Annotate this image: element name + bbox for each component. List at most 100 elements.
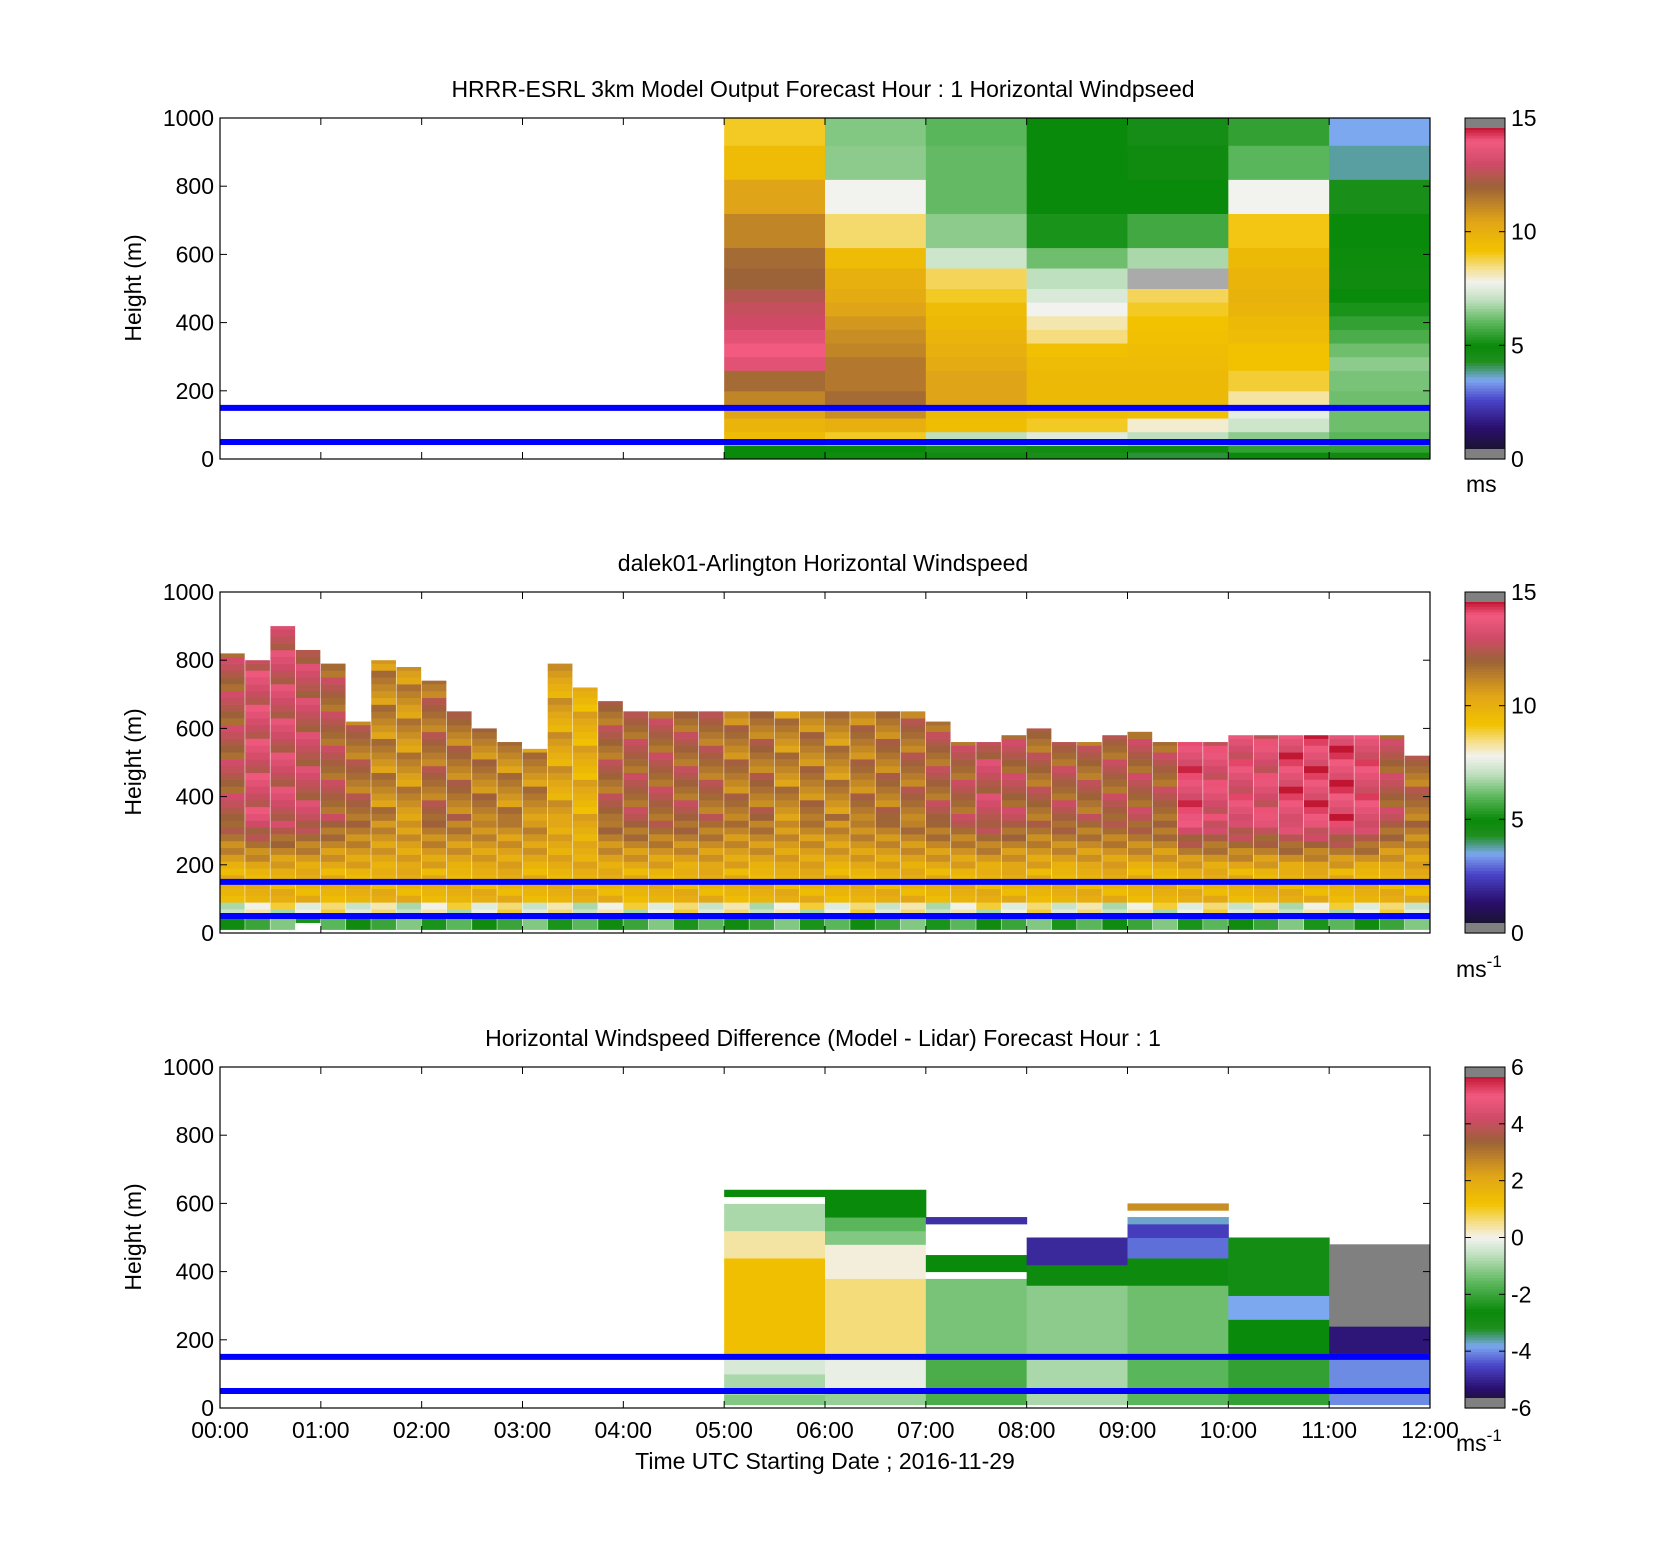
heatmap-cell bbox=[1303, 847, 1329, 855]
heatmap-cell bbox=[220, 881, 245, 889]
heatmap-cell bbox=[220, 902, 245, 910]
heatmap-cell bbox=[1177, 813, 1203, 821]
heatmap-cell bbox=[1203, 745, 1228, 753]
heatmap-cell bbox=[270, 663, 296, 671]
heatmap-cell bbox=[1102, 772, 1127, 780]
x-tick-label: 05:00 bbox=[695, 1417, 753, 1443]
heatmap-cell bbox=[421, 759, 447, 767]
heatmap-cell bbox=[572, 881, 598, 889]
heatmap-cell bbox=[673, 875, 699, 883]
heatmap-cell bbox=[396, 909, 422, 917]
heatmap-cell bbox=[472, 793, 497, 801]
heatmap-cell bbox=[1228, 1295, 1330, 1320]
heatmap-cell bbox=[1127, 1257, 1229, 1286]
heatmap-cell bbox=[270, 690, 296, 699]
heatmap-cell bbox=[1404, 868, 1430, 876]
heatmap-cell bbox=[497, 834, 522, 842]
heatmap-cell bbox=[724, 1203, 826, 1232]
heatmap-cell bbox=[346, 765, 371, 774]
colorbar-swatch bbox=[1465, 424, 1505, 429]
heatmap-cell bbox=[446, 922, 472, 930]
colorbar-swatch bbox=[1465, 206, 1505, 210]
heatmap-cell bbox=[598, 759, 623, 767]
heatmap-cell bbox=[1001, 735, 1027, 739]
heatmap-cell bbox=[900, 881, 926, 889]
heatmap-cell bbox=[1329, 840, 1354, 849]
heatmap-cell bbox=[1152, 875, 1178, 883]
heatmap-cell bbox=[522, 881, 548, 889]
heatmap-cell bbox=[1379, 759, 1405, 767]
colorbar-swatch bbox=[1465, 816, 1505, 820]
heatmap-cell bbox=[295, 684, 321, 692]
heatmap-cell bbox=[976, 765, 1001, 774]
colorbar-swatch bbox=[1465, 864, 1505, 869]
heatmap-cell bbox=[1127, 418, 1229, 433]
heatmap-cell bbox=[976, 895, 1001, 903]
heatmap-cell bbox=[774, 881, 800, 889]
heatmap-cell bbox=[1077, 909, 1102, 917]
heatmap-cell bbox=[1379, 861, 1405, 869]
heatmap-cell bbox=[825, 765, 850, 774]
heatmap-cell bbox=[446, 731, 472, 739]
heatmap-cell bbox=[1051, 759, 1077, 767]
heatmap-cell bbox=[850, 902, 875, 910]
heatmap-cell bbox=[1303, 806, 1329, 814]
colorbar-swatch bbox=[1465, 140, 1505, 145]
heatmap-cell bbox=[371, 718, 396, 726]
heatmap-cell bbox=[850, 881, 875, 889]
heatmap-cell bbox=[850, 854, 875, 862]
heatmap-cell bbox=[572, 820, 598, 828]
heatmap-cell bbox=[1203, 902, 1228, 910]
heatmap-cell bbox=[1379, 915, 1405, 924]
colorbar-swatch bbox=[1465, 779, 1505, 783]
colorbar-swatch bbox=[1465, 1311, 1505, 1315]
heatmap-cell bbox=[1354, 786, 1380, 794]
heatmap-cell bbox=[925, 343, 1028, 358]
heatmap-cell bbox=[346, 840, 371, 849]
heatmap-cell bbox=[1026, 765, 1052, 774]
heatmap-cell bbox=[875, 745, 901, 753]
colorbar-swatch bbox=[1465, 132, 1505, 136]
heatmap-cell bbox=[799, 745, 825, 753]
heatmap-cell bbox=[875, 724, 901, 733]
heatmap-cell bbox=[421, 909, 447, 917]
colorbar-swatch bbox=[1465, 788, 1505, 792]
heatmap-cell bbox=[875, 909, 901, 917]
x-tick-label: 10:00 bbox=[1200, 1417, 1258, 1443]
heatmap-cell bbox=[875, 813, 901, 821]
heatmap-cell bbox=[1329, 915, 1354, 924]
heatmap-cell bbox=[472, 731, 497, 739]
heatmap-cell bbox=[1102, 800, 1127, 808]
colorbar-unit: ms bbox=[1466, 471, 1497, 497]
heatmap-cell bbox=[1329, 793, 1354, 801]
heatmap-cell bbox=[547, 663, 573, 671]
colorbar-swatch bbox=[1465, 753, 1505, 758]
heatmap-cell bbox=[346, 786, 371, 794]
heatmap-cell bbox=[270, 670, 296, 678]
heatmap-cell bbox=[497, 922, 522, 930]
heatmap-cell bbox=[925, 268, 1028, 289]
heatmap-cell bbox=[220, 868, 245, 876]
colorbar-swatch bbox=[1465, 265, 1505, 270]
heatmap-cell bbox=[749, 738, 775, 746]
heatmap-cell bbox=[850, 834, 875, 842]
heatmap-cell bbox=[572, 827, 598, 835]
heatmap-cell bbox=[900, 759, 926, 767]
heatmap-cell bbox=[522, 800, 548, 808]
colorbar-swatch bbox=[1465, 1149, 1505, 1153]
heatmap-cell bbox=[572, 834, 598, 842]
heatmap-cell bbox=[648, 800, 674, 808]
heatmap-cell bbox=[497, 875, 522, 883]
heatmap-cell bbox=[346, 854, 371, 862]
heatmap-cell bbox=[522, 772, 548, 780]
heatmap-cell bbox=[673, 909, 699, 917]
colorbar-swatch bbox=[1465, 1351, 1505, 1355]
heatmap-cell bbox=[1127, 786, 1153, 794]
heatmap-cell bbox=[598, 800, 623, 808]
colorbar-swatch bbox=[1465, 796, 1505, 801]
colorbar-swatch bbox=[1465, 1084, 1505, 1088]
heatmap-cell bbox=[673, 800, 699, 808]
